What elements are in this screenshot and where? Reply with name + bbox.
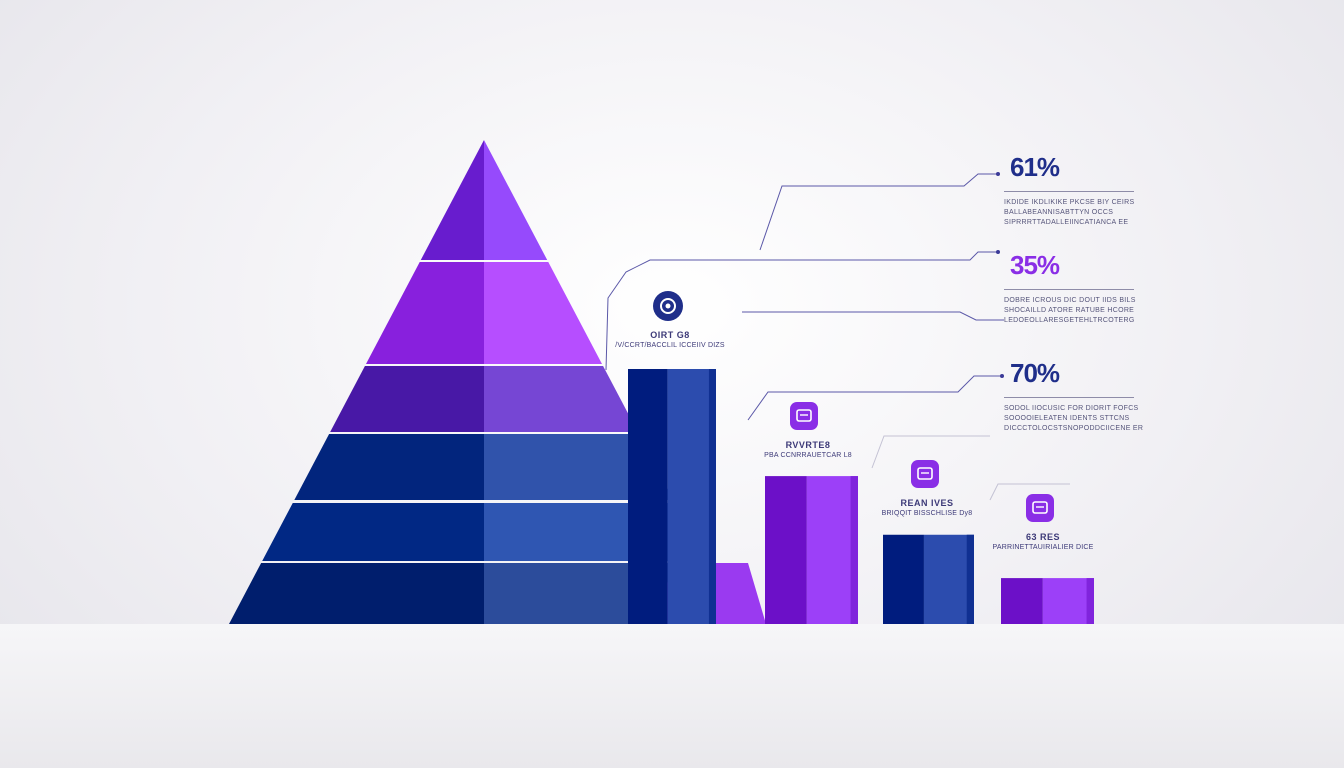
connector-lines [605, 172, 1070, 501]
bar-left-face [1001, 578, 1043, 624]
pyramid-tier-left-face [294, 434, 484, 500]
stat-text-line: SIPRRRTTADALLEIINCATIANCA EE [1004, 219, 1129, 226]
stat-text-line: LEDOEOLLARESGETEHLTRCOTERG [1004, 317, 1135, 324]
bar-edge [966, 534, 974, 624]
bar [883, 534, 974, 624]
floor-shadow [0, 624, 1344, 768]
bar-right-face [923, 534, 974, 624]
connector-stat-3 [742, 311, 1004, 321]
gear-badge-icon [653, 291, 683, 321]
pyramid-tier [365, 262, 603, 364]
bar [1001, 578, 1094, 624]
calendar-badge-icon [1026, 494, 1054, 522]
stat-block-2: 35% DOBRE ICROUS DIC DOUT IIDS BILS SHOC… [1004, 250, 1144, 326]
bar-edge [708, 369, 716, 624]
pyramid-tier-left-face [262, 503, 484, 561]
bar-right-face [667, 369, 716, 624]
stat-text-line: SOOOOIELEATEN IDENTS STTCNS [1004, 415, 1130, 422]
stat-text-line: SODOL IIOCUSIC FOR DIORIT FOFCS [1004, 405, 1139, 412]
bar-caption-1: OIRT G8 /V/CCRT/BACCLIL ICCEIIV DIZS [605, 330, 735, 349]
bar-left-face [883, 534, 924, 624]
bar-caption-3: REAN IVES BRIQQIT BISSCHLISE Dy8 [862, 498, 992, 517]
stat-block-3: 70% SODOL IIOCUSIC FOR DIORIT FOFCS SOOO… [1004, 358, 1144, 434]
bar-caption-subtitle: PBA CCNRRAUETCAR L8 [764, 452, 852, 459]
connector-bar-3 [871, 435, 990, 469]
connector-stat-1 [759, 173, 998, 251]
stat-text-line: BALLABEANNISABTTYN OCCS [1004, 209, 1114, 216]
icon-badge [911, 460, 939, 488]
pyramid-tier [330, 366, 638, 432]
bar-caption-title: RVVRTE8 [785, 440, 831, 450]
pyramid-tier-left-face [229, 563, 484, 624]
bar-left-face [765, 476, 807, 624]
stat-value: 70% [1010, 358, 1060, 388]
stat-divider [1004, 191, 1134, 192]
bar-caption-subtitle: /V/CCRT/BACCLIL ICCEIIV DIZS [615, 342, 725, 349]
pyramid-tier-right-face [484, 366, 638, 432]
connector-bar-4 [989, 483, 1070, 501]
stat-value: 61% [1010, 152, 1060, 182]
icon-glyph-center [665, 303, 671, 309]
stat-divider [1004, 397, 1134, 398]
pyramid-tier-right-face [484, 262, 603, 364]
stat-block-1: 61% IKDIDE IKDLIKIKE PKCSE BIY CEIRS BAL… [1004, 152, 1144, 228]
bar [628, 369, 716, 624]
chart-badge-icon [911, 460, 939, 488]
stat-text-line: IKDIDE IKDLIKIKE PKCSE BIY CEIRS [1004, 199, 1135, 206]
bar-caption-4: 63 RES PARRINETTAUIRIALIER DICE [978, 532, 1108, 551]
icon-glyph [796, 409, 812, 422]
pyramid-tier-left-face [365, 262, 484, 364]
bar-right-face [1042, 578, 1094, 624]
pyramid-tier-right-face [484, 140, 548, 260]
bar-caption-subtitle: BRIQQIT BISSCHLISE Dy8 [881, 510, 973, 517]
stat-text-line: DOBRE ICROUS DIC DOUT IIDS BILS [1004, 297, 1136, 304]
pyramid-tier-left-face [330, 366, 484, 432]
bar [765, 476, 858, 624]
stat-divider [1004, 289, 1134, 290]
bar-left-face [628, 369, 668, 624]
bar-right-face [806, 476, 858, 624]
stat-value: 35% [1010, 250, 1060, 280]
chat-badge-icon [790, 402, 818, 430]
pyramid-tier-right-face [484, 434, 674, 500]
connector-dot-2 [996, 250, 1000, 254]
pyramid-tier [420, 140, 548, 260]
stat-text-line: SHOCAILLD ATORE RATUBE HCORE [1004, 307, 1135, 314]
connector-dot-3 [1000, 374, 1004, 378]
bars [628, 369, 1094, 624]
bar-caption-title: 63 RES [1025, 532, 1061, 542]
bar-caption-title: OIRT G8 [650, 330, 690, 340]
bar-caption-2: RVVRTE8 PBA CCNRRAUETCAR L8 [743, 440, 873, 459]
icon-badge [790, 402, 818, 430]
connector-dot-1 [996, 172, 1000, 176]
pyramid-tier [294, 434, 674, 500]
icon-glyph [1032, 501, 1048, 514]
bar-caption-subtitle: PARRINETTAUIRIALIER DICE [992, 544, 1094, 551]
connector-stat-2 [605, 251, 998, 371]
icon-badge [1026, 494, 1054, 522]
bar-edge [850, 476, 858, 624]
bar-caption-title: REAN IVES [900, 498, 954, 508]
connector-stat-4 [747, 375, 1002, 421]
bar-edge [1086, 578, 1094, 624]
bar-icons [653, 291, 1054, 522]
icon-glyph [660, 298, 676, 314]
stat-text-line: DICCCTOLOCSTSNOPODDCIICENE ER [1004, 425, 1144, 432]
pyramid-tier-left-face [420, 140, 484, 260]
icon-glyph [917, 467, 933, 480]
